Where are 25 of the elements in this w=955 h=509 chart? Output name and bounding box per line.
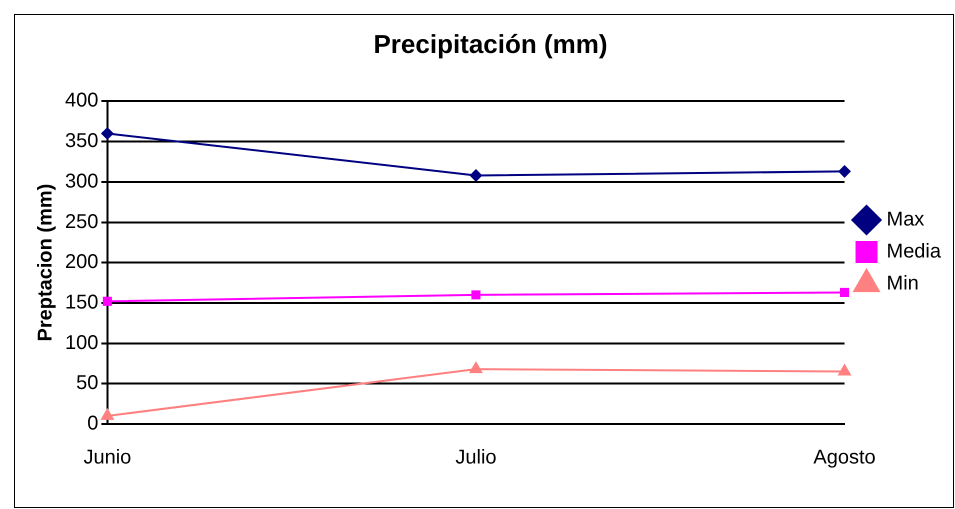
y-tick-label: 300 [64,170,98,192]
legend-label: Min [886,272,919,295]
point [838,165,851,178]
y-tick-label: 400 [64,90,98,112]
x-tick-label: Julio [455,446,497,469]
legend-label: Media [886,240,942,263]
point [470,169,482,182]
y-tick-label: 250 [64,210,98,233]
x-tick-label: Junio [83,446,132,469]
point [838,364,851,376]
y-tick-label: 150 [64,291,98,314]
legend-label: Max [886,208,924,231]
y-tick-label: 350 [64,130,98,152]
y-tick-label: 200 [64,251,98,274]
point [101,127,114,140]
chart-title: Precipitación (mm) [373,28,608,59]
x-tick-label: Agosto [813,446,876,469]
y-tick-label: 0 [87,412,98,435]
point [470,362,482,374]
y-tick-label: 100 [64,332,98,354]
point [840,288,850,297]
point [471,290,480,300]
point [101,408,114,420]
y-tick-label: 50 [76,372,98,394]
y-axis-title: Preptacion (mm) [34,184,57,342]
